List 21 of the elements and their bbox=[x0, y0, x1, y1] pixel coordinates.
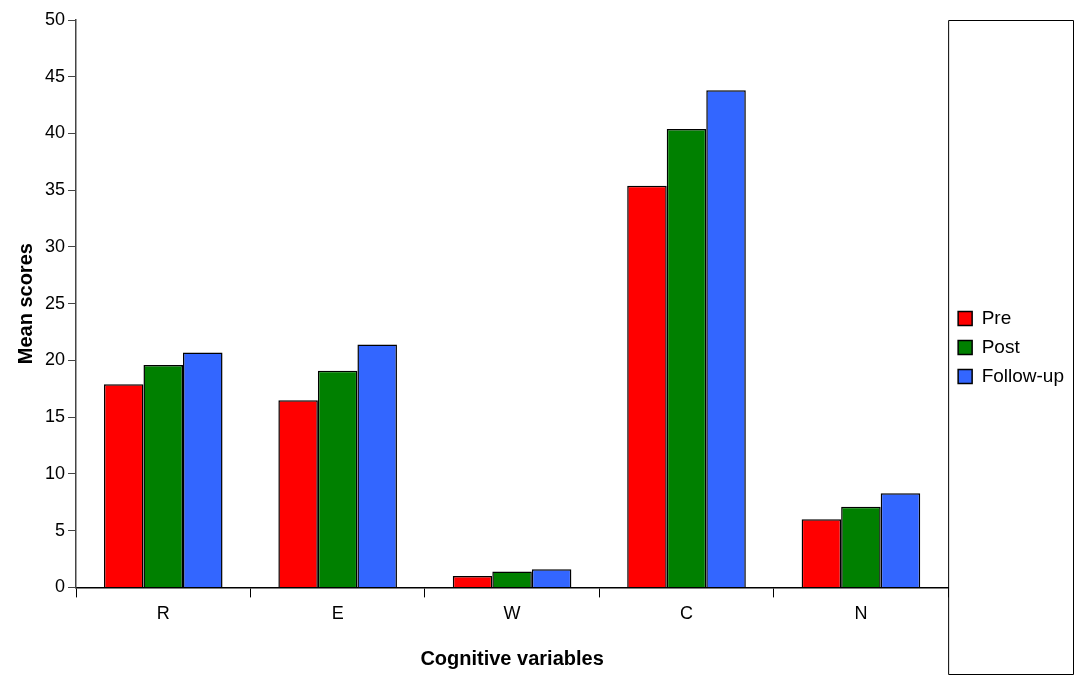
x-tick-label: E bbox=[331, 603, 344, 624]
y-tick-label: 30 bbox=[44, 235, 66, 256]
x-tick-label: R bbox=[156, 603, 170, 624]
legend-label: Post bbox=[981, 335, 1021, 357]
x-tick-label: N bbox=[854, 603, 868, 624]
y-tick-label: 50 bbox=[44, 8, 66, 29]
y-tick-label: 0 bbox=[55, 576, 66, 597]
y-tick-label: 20 bbox=[44, 349, 66, 370]
y-tick-label: 35 bbox=[44, 179, 66, 200]
legend-label: Follow-up bbox=[981, 364, 1065, 386]
y-tick-label: 25 bbox=[44, 292, 66, 313]
x-axis-title: Cognitive variables bbox=[420, 646, 604, 669]
legend-label: Pre bbox=[981, 306, 1012, 328]
y-axis-title: Mean scores bbox=[13, 243, 36, 365]
x-tick-label: C bbox=[680, 603, 693, 624]
y-tick-label: 40 bbox=[44, 122, 66, 143]
y-tick-label: 15 bbox=[44, 406, 66, 427]
x-tick-label: W bbox=[503, 603, 521, 624]
y-tick-label: 45 bbox=[44, 65, 66, 86]
y-tick-label: 10 bbox=[44, 462, 66, 483]
y-tick-label: 5 bbox=[55, 519, 66, 540]
